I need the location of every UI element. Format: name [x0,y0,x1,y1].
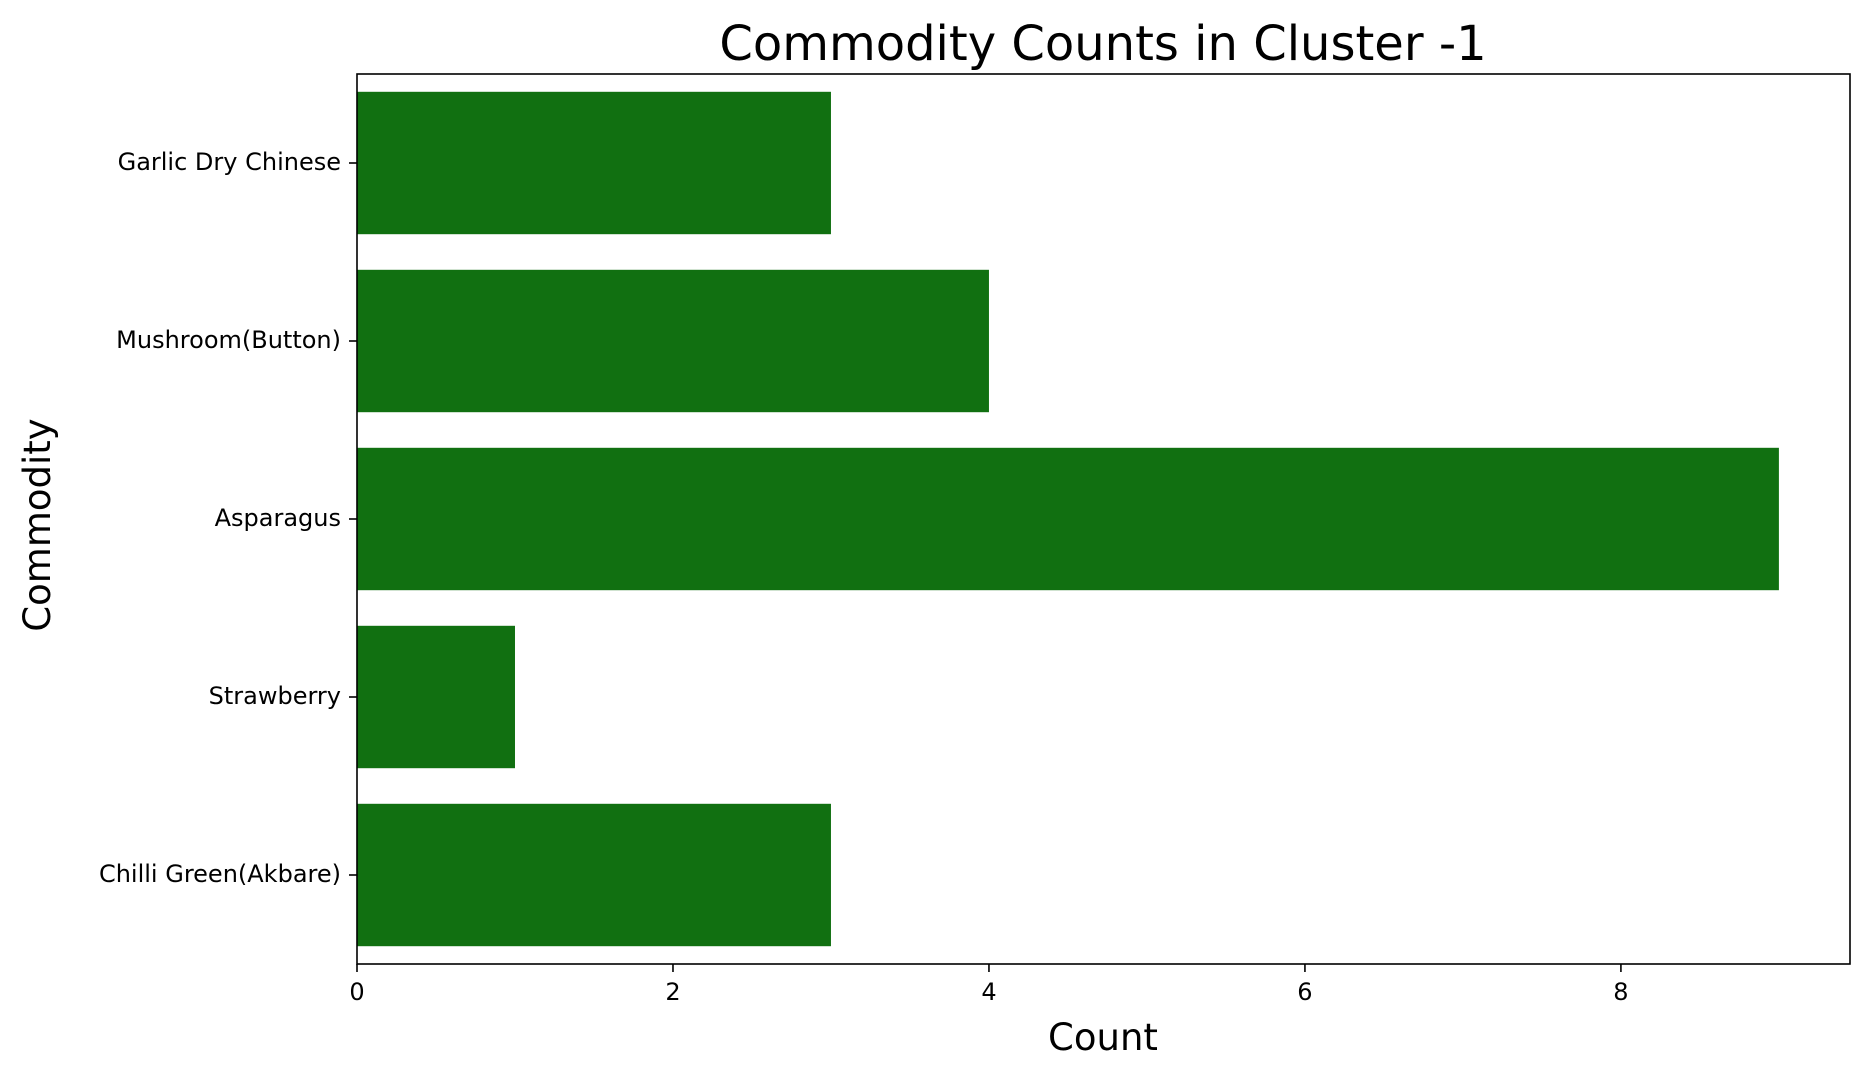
y-axis-ticks: Garlic Dry Chinese Mushroom(Button) Aspara… [99,148,357,888]
bar-asparagus [357,447,1779,591]
bar-garlic-dry-chinese [357,91,831,235]
y-tick-label: Strawberry [209,682,341,710]
bar-chilli-green-akbare [357,803,831,947]
y-tick-label: Asparagus [215,504,341,532]
x-tick-label: 8 [1613,978,1628,1006]
bar-strawberry [357,625,515,769]
bar-mushroom-button [357,269,989,413]
y-axis-label: Commodity [16,418,59,631]
y-tick-label: Garlic Dry Chinese [118,148,341,176]
x-axis-ticks: 0 2 4 6 8 [349,964,1629,1006]
bars-group [357,91,1779,947]
x-tick-label: 4 [981,978,996,1006]
plot-area-frame [356,73,1851,965]
y-tick-label: Chilli Green(Akbare) [99,860,341,888]
x-tick-label: 2 [665,978,680,1006]
chart-title: Commodity Counts in Cluster -1 [719,16,1486,72]
x-tick-label: 6 [1297,978,1312,1006]
x-tick-label: 0 [349,978,364,1006]
y-tick-label: Mushroom(Button) [116,326,341,354]
x-axis-label: Count [1048,1016,1158,1059]
